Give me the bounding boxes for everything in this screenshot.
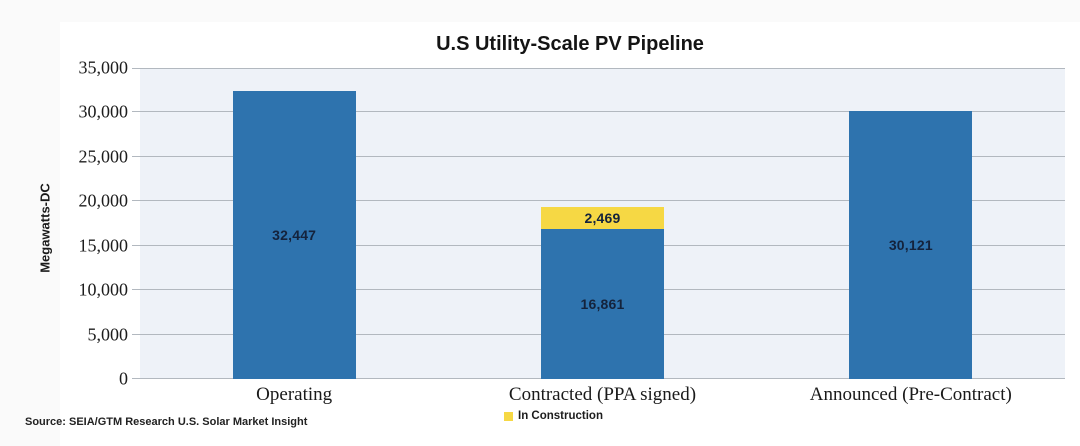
y-tick-label-35000: 35,000 xyxy=(78,57,129,78)
y-tick-mark-35000 xyxy=(132,68,140,69)
bar-segment-2-0: 30,121 xyxy=(849,111,973,379)
y-tick-label-30000: 30,000 xyxy=(78,101,129,122)
legend-swatch-in-construction-icon xyxy=(504,411,513,421)
plot-area: 32,447 16,861 2,469 30,121 xyxy=(132,68,1065,379)
bar-value-label: 16,861 xyxy=(580,296,625,313)
y-tick-mark-25000 xyxy=(132,155,140,157)
y-axis-tick-labels: 35,000 30,000 25,000 20,000 15,000 10,000 5,00… xyxy=(0,58,129,389)
y-tick-label-5000: 5,000 xyxy=(87,324,129,345)
y-tick-label-15000: 15,000 xyxy=(78,235,129,256)
y-tick-label-25000: 25,000 xyxy=(78,146,129,167)
x-axis-label-contracted: Contracted (PPA signed) xyxy=(508,384,697,405)
y-tick-mark-20000 xyxy=(132,200,140,202)
gridline-30000 xyxy=(140,111,1065,113)
gridline-25000 xyxy=(140,155,1065,157)
y-tick-mark-5000 xyxy=(132,333,140,335)
legend: In Construction xyxy=(504,410,603,422)
bar-value-label: 30,121 xyxy=(888,237,933,254)
y-tick-mark-15000 xyxy=(132,244,140,246)
chart-title: U.S Utility-Scale PV Pipeline xyxy=(436,33,704,55)
y-tick-label-10000: 10,000 xyxy=(78,279,129,300)
source-note: Source: SEIA/GTM Research U.S. Solar Mar… xyxy=(25,416,308,428)
x-axis-label-operating: Operating xyxy=(256,384,333,405)
gridline-35000 xyxy=(140,68,1065,69)
gridline-20000 xyxy=(140,200,1065,202)
bar-segment-1-0: 16,861 xyxy=(541,229,664,379)
legend-label-in-construction: In Construction xyxy=(518,410,603,422)
x-axis-labels: Operating Contracted (PPA signed) Announ… xyxy=(140,384,1065,406)
y-tick-mark-30000 xyxy=(132,111,140,113)
x-axis-label-announced: Announced (Pre-Contract) xyxy=(809,384,1012,405)
bar-segment-0-0: 32,447 xyxy=(232,90,356,379)
y-tick-mark-10000 xyxy=(132,289,140,291)
y-tick-mark-0 xyxy=(132,378,140,379)
bar-value-label: 32,447 xyxy=(272,226,317,243)
bar-segment-1-1-in-construction: 2,469 xyxy=(541,207,664,230)
y-tick-label-20000: 20,000 xyxy=(78,190,129,211)
bar-value-label: 2,469 xyxy=(584,210,621,227)
y-tick-label-0: 0 xyxy=(119,368,128,389)
